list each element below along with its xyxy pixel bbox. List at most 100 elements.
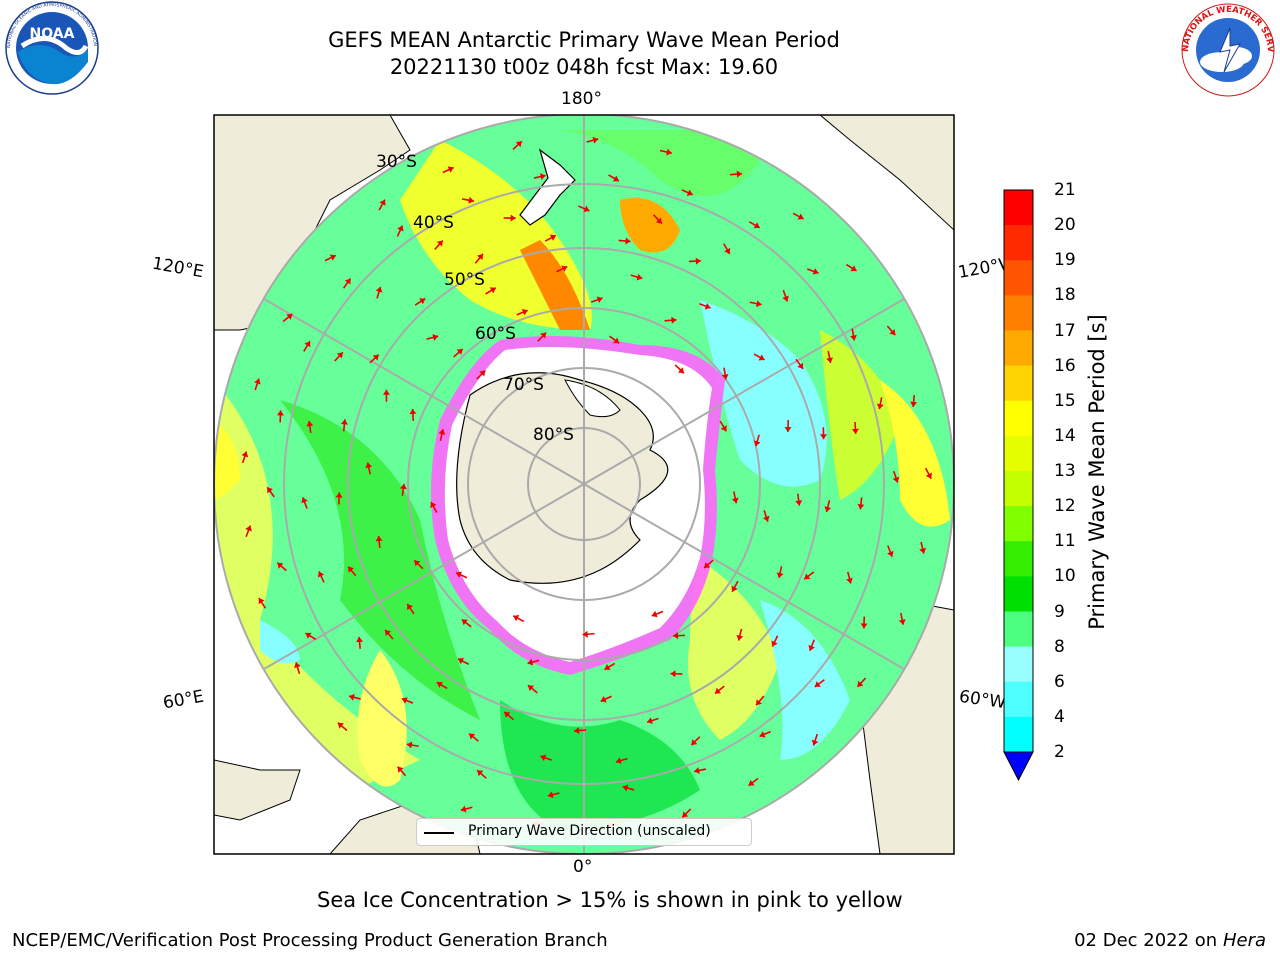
wave-arrow-head bbox=[407, 603, 413, 611]
chart-title: GEFS MEAN Antarctic Primary Wave Mean Pe… bbox=[328, 28, 840, 52]
wave-arrow-head bbox=[489, 287, 496, 294]
wave-arrow-head bbox=[860, 623, 868, 629]
wave-arrow-head bbox=[549, 234, 556, 241]
wave-arrow-head bbox=[305, 632, 312, 639]
footer-date-text: 02 Dec 2022 on bbox=[1074, 930, 1218, 951]
lat-label-30s: 30°S bbox=[376, 152, 417, 172]
colorbar-segment bbox=[1004, 190, 1033, 226]
wave-arrow-head bbox=[477, 253, 483, 261]
colorbar-segment bbox=[1004, 541, 1033, 577]
colorbar-tick-label: 4 bbox=[1054, 706, 1065, 727]
wave-arrow-head bbox=[636, 273, 643, 281]
wave-arrow-head bbox=[294, 662, 301, 669]
colorbar-tick-label: 19 bbox=[1054, 250, 1076, 271]
wave-arrow-head bbox=[898, 619, 906, 625]
colorbar-segment bbox=[1004, 646, 1033, 683]
noaa-logo: NOAA NATIONAL OCEANIC AND ATMOSPHERIC AD… bbox=[0, 0, 99, 95]
wave-arrow-head bbox=[337, 722, 344, 729]
wave-arrow-head bbox=[736, 634, 744, 641]
wave-arrow-head bbox=[336, 352, 343, 359]
wave-arrow-head bbox=[755, 300, 762, 308]
wave-arrow-head bbox=[527, 685, 535, 692]
wave-arrow-head bbox=[375, 286, 383, 293]
wave-arrow-head bbox=[651, 610, 658, 618]
wave-arrow-head bbox=[808, 644, 815, 651]
lat-label-50s: 50°S bbox=[444, 270, 485, 290]
colorbar-tick-label: 17 bbox=[1054, 320, 1076, 341]
wave-arrow-head bbox=[317, 571, 325, 578]
wave-arrow-head bbox=[736, 170, 742, 178]
colorbar-segment bbox=[1004, 400, 1033, 437]
nws-logo: NATIONAL WEATHER SERVICE bbox=[1174, 0, 1275, 97]
wave-arrow-head bbox=[666, 148, 672, 156]
wave-arrow-head bbox=[677, 367, 684, 374]
colorbar-segment bbox=[1004, 716, 1033, 753]
colorbar-segment bbox=[1004, 681, 1033, 718]
wave-arrow-head bbox=[356, 636, 364, 643]
wave-arrow-head bbox=[925, 472, 932, 479]
wave-arrow-head bbox=[432, 334, 439, 341]
wave-arrow-head bbox=[876, 403, 884, 410]
wave-arrow-head bbox=[919, 547, 927, 554]
wave-arrow-head bbox=[521, 309, 528, 316]
lat-label-60s: 60°S bbox=[475, 324, 516, 344]
colorbar-segment bbox=[1004, 295, 1033, 331]
wave-arrow-head bbox=[344, 278, 351, 285]
wave-arrow-head bbox=[277, 562, 284, 569]
wave-arrow-head bbox=[461, 619, 468, 626]
colorbar-segment bbox=[1004, 225, 1033, 261]
wave-arrow-head bbox=[286, 313, 293, 320]
wave-arrow-head bbox=[504, 711, 511, 718]
wave-arrow-head bbox=[795, 500, 803, 506]
wave-arrow-head bbox=[372, 354, 379, 361]
wave-arrow-head bbox=[720, 425, 727, 432]
colorbar-title: Primary Wave Mean Period [s] bbox=[1085, 314, 1109, 630]
wave-arrow-head bbox=[721, 374, 729, 380]
wave-arrow-head bbox=[758, 354, 765, 361]
colorbar-tick-label: 16 bbox=[1054, 355, 1076, 376]
wave-arrow-head bbox=[582, 630, 588, 638]
colorbar-segment bbox=[1004, 365, 1033, 402]
colorbar-segment bbox=[1004, 506, 1033, 542]
wave-arrow-head bbox=[812, 268, 819, 275]
wave-arrow-head bbox=[397, 766, 404, 773]
wave-arrow-head bbox=[436, 240, 443, 247]
wave-arrow-head bbox=[826, 357, 834, 363]
wave-arrow-head bbox=[762, 515, 770, 522]
wave-arrow-head bbox=[673, 632, 679, 640]
wave-arrow-head bbox=[436, 681, 443, 688]
colorbar-tick-label: 11 bbox=[1054, 531, 1076, 552]
wave-arrow-head bbox=[797, 213, 804, 220]
wave-arrow-head bbox=[753, 222, 760, 229]
wave-arrow-head bbox=[540, 754, 547, 762]
wave-arrow-head bbox=[682, 811, 689, 818]
lon-label-0: 0° bbox=[573, 857, 593, 877]
colorbar-tick-label: 2 bbox=[1054, 742, 1065, 762]
colorbar-tick-label: 20 bbox=[1054, 215, 1076, 236]
colorbar-tick-label: 6 bbox=[1054, 671, 1065, 692]
wave-arrow-head bbox=[397, 225, 404, 232]
wave-arrow-head bbox=[910, 401, 918, 407]
wave-arrow-head bbox=[625, 237, 631, 245]
wave-arrow-head bbox=[804, 573, 811, 580]
wave-arrow-head bbox=[399, 483, 407, 490]
wave-arrow-head bbox=[797, 362, 804, 369]
colorbar-tick-label: 8 bbox=[1054, 636, 1065, 657]
wave-arrow-head bbox=[647, 717, 653, 724]
wave-arrow-head bbox=[811, 739, 819, 746]
colorbar-tick-label: 18 bbox=[1054, 285, 1076, 306]
wave-arrow-head bbox=[686, 189, 693, 196]
wave-arrow-head bbox=[379, 199, 386, 206]
wave-arrow-head bbox=[857, 503, 865, 510]
wave-arrow-head bbox=[335, 492, 343, 498]
wave-arrow-head bbox=[850, 334, 857, 341]
wave-direction-arrows bbox=[241, 136, 932, 829]
wave-arrow-head bbox=[477, 770, 484, 777]
wave-arrow-head bbox=[430, 502, 437, 509]
wave-arrow-head bbox=[714, 687, 722, 694]
colorbar bbox=[1003, 189, 1034, 782]
wave-arrow-head bbox=[547, 791, 554, 799]
wave-arrow-head bbox=[419, 298, 426, 305]
wave-arrow-head bbox=[670, 670, 676, 678]
